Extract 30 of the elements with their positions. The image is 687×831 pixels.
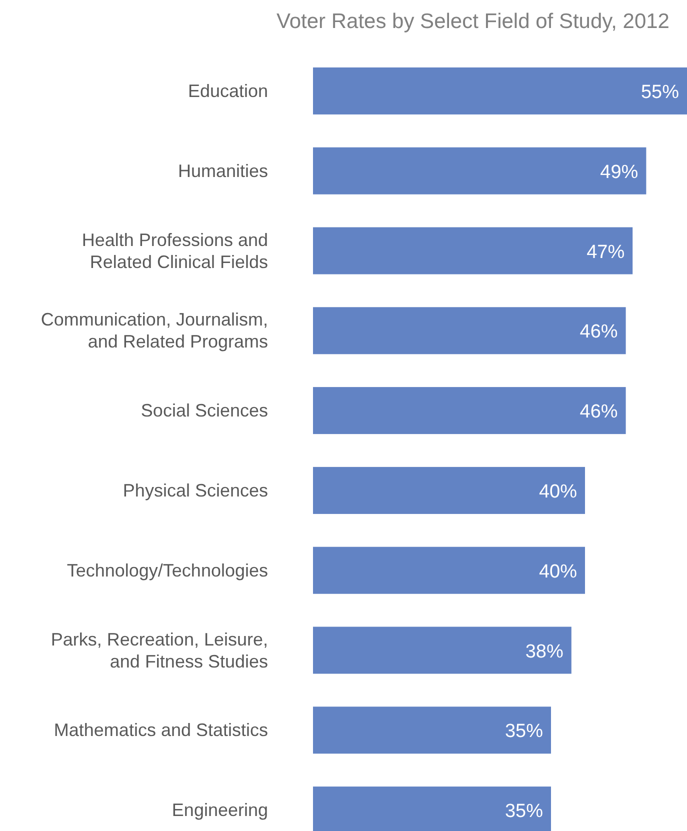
bar: [313, 67, 687, 114]
data-label: 46%: [580, 402, 618, 423]
y-tick-label: Humanities: [178, 160, 268, 181]
data-label: 35%: [504, 801, 544, 822]
bar: [313, 466, 585, 514]
data-label: 55%: [640, 82, 680, 103]
y-tick-label: Mathematics and Statistics: [54, 720, 268, 740]
data-label: 40%: [538, 561, 578, 582]
y-tick-label: Health Professions and Related Clinical Fields: [82, 230, 268, 272]
chart-title: Voter Rates by Select Field of Study, 2012: [276, 10, 670, 33]
bar: [313, 546, 585, 594]
bar: [313, 227, 633, 274]
data-label: 46%: [580, 322, 618, 343]
data-label: 35%: [504, 721, 544, 742]
data-label: 47%: [586, 242, 625, 263]
y-tick-label: Engineering: [172, 800, 268, 820]
bar: [313, 307, 626, 354]
bar: [313, 706, 551, 754]
y-tick-label: Technology/Technologies: [66, 560, 268, 580]
data-label: 38%: [525, 641, 564, 662]
data-label: 40%: [538, 481, 578, 502]
bar: [313, 626, 572, 674]
y-tick-label: Physical Sciences: [122, 480, 268, 500]
y-tick-label: Education: [188, 80, 268, 101]
bar: [313, 147, 646, 194]
bar: [313, 387, 626, 434]
y-tick-label: Communication, Journalism, and Related Programs: [40, 310, 268, 352]
y-tick-label: Social Sciences: [140, 400, 268, 421]
data-label: 49%: [600, 162, 638, 183]
y-tick-label: Parks, Recreation, Leisure, and Fitness Studies: [50, 629, 268, 672]
